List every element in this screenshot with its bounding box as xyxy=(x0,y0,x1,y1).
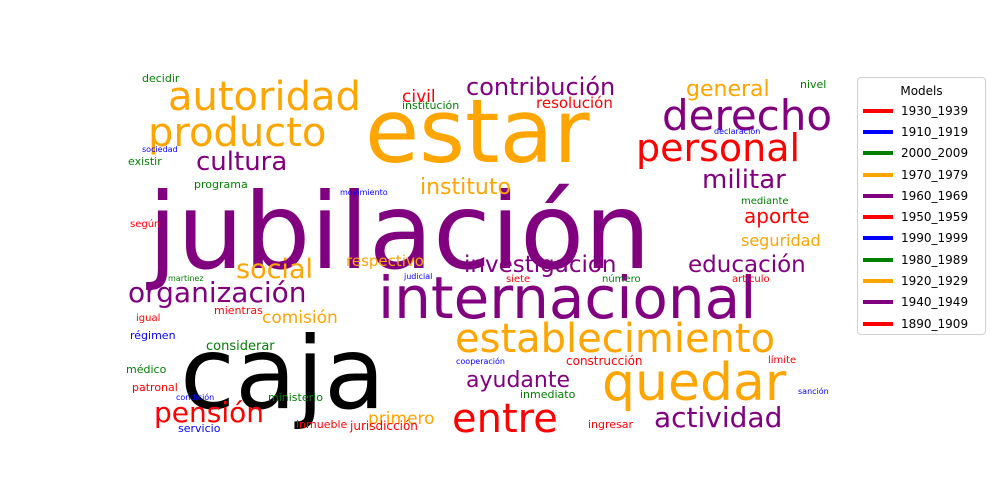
word-martinez: martinez xyxy=(168,274,204,283)
legend-swatch xyxy=(863,321,893,326)
word-construcción: construcción xyxy=(566,354,643,368)
word-según: según xyxy=(130,218,160,230)
legend-label: 2000_2009 xyxy=(901,146,969,161)
word-producto: producto xyxy=(148,110,326,156)
word-servicio: servicio xyxy=(178,422,221,435)
word-ministerio: ministerio xyxy=(268,391,323,404)
word-comisión: comisión xyxy=(262,308,338,328)
word-número: número xyxy=(602,273,641,285)
word-educación: educación xyxy=(688,252,806,278)
legend-entry: 1930_1939 xyxy=(858,100,985,121)
word-establecimiento: establecimiento xyxy=(455,316,775,362)
legend-label: 1960_1969 xyxy=(901,188,969,203)
legend-entry: 2000_2009 xyxy=(858,143,985,164)
word-civil: civil xyxy=(402,87,436,107)
word-primero: primero xyxy=(368,409,435,429)
legend-label: 1940_1949 xyxy=(901,295,969,310)
word-investigación: investigación xyxy=(464,252,617,278)
word-patronal: patronal xyxy=(132,381,178,394)
legend-entry: 1910_1919 xyxy=(858,121,985,142)
legend-entry: 1940_1949 xyxy=(858,292,985,313)
legend-entry: 1890_1909 xyxy=(858,313,985,334)
legend-entry: 1980_1989 xyxy=(858,249,985,270)
legend-label: 1980_1989 xyxy=(901,252,969,267)
word-social: social xyxy=(236,254,313,285)
legend: Models 1930_1939 1910_1919 2000_2009 1970_1… xyxy=(857,77,986,335)
word-decidir: decidir xyxy=(142,72,180,85)
legend-swatch xyxy=(863,129,893,134)
word-militar: militar xyxy=(702,165,786,195)
word-ayudante: ayudante xyxy=(466,368,570,393)
word-quedar: quedar xyxy=(602,353,787,413)
word-personal: personal xyxy=(636,126,800,170)
word-autoridad: autoridad xyxy=(168,74,361,120)
legend-entry: 1950_1959 xyxy=(858,206,985,227)
legend-swatch xyxy=(863,300,893,305)
word-sanción: sanción xyxy=(798,386,829,396)
word-instituto: instituto xyxy=(420,175,511,200)
legend-label: 1950_1959 xyxy=(901,210,969,225)
legend-label: 1910_1919 xyxy=(901,124,969,139)
word-seguridad: seguridad xyxy=(741,231,821,250)
word-institución: institución xyxy=(402,99,459,112)
word-actividad: actividad xyxy=(654,401,782,434)
legend-swatch xyxy=(863,236,893,241)
word-igual: igual xyxy=(136,313,160,324)
word-judicial: judicial xyxy=(403,272,432,281)
word-jurisdicción: jurisdicción xyxy=(349,419,418,433)
word-aporte: aporte xyxy=(744,204,810,228)
word-mediante: mediante xyxy=(741,196,789,207)
word-estar: estar xyxy=(365,80,590,183)
word-caja: caja xyxy=(180,315,385,432)
legend-entry: 1990_1999 xyxy=(858,228,985,249)
word-respectivo: respectivo xyxy=(346,252,424,270)
word-artículo: artículo xyxy=(732,273,770,285)
word-mientras: mientras xyxy=(214,304,263,317)
legend-label: 1930_1939 xyxy=(901,103,969,118)
word-cloud: jubilación caja estar internacional quedares… xyxy=(126,72,832,442)
word-sociedad: sociedad xyxy=(142,145,178,154)
word-inmediato: inmediato xyxy=(520,388,576,401)
word-declaración: declaración xyxy=(714,126,760,136)
word-general: general xyxy=(686,77,770,102)
word-ingresar: ingresar xyxy=(588,418,634,431)
legend-label: 1970_1979 xyxy=(901,167,969,182)
word-siete: siete xyxy=(506,274,530,285)
legend-entry: 1960_1969 xyxy=(858,185,985,206)
legend-swatch xyxy=(863,257,893,262)
legend-label: 1920_1929 xyxy=(901,274,969,289)
word-inmueble: inmueble xyxy=(296,418,348,431)
word-derecho: derecho xyxy=(662,91,832,140)
legend-title: Models xyxy=(900,84,943,98)
word-internacional: internacional xyxy=(378,264,756,332)
word-condición: condición xyxy=(176,392,214,402)
legend-swatch xyxy=(863,172,893,177)
legend-swatch xyxy=(863,151,893,156)
word-jubilación: jubilación xyxy=(146,171,651,293)
word-entre: entre xyxy=(452,396,558,442)
word-cooperación: cooperación xyxy=(456,356,505,366)
legend-swatch xyxy=(863,108,893,113)
word-médico: médico xyxy=(126,363,167,376)
legend-entry: 1920_1929 xyxy=(858,270,985,291)
word-resolución: resolución xyxy=(536,94,613,112)
legend-swatch xyxy=(863,279,893,284)
word-existir: existir xyxy=(128,155,162,168)
legend-entry: 1970_1979 xyxy=(858,164,985,185)
word-considerar: considerar xyxy=(206,339,275,354)
legend-swatch xyxy=(863,215,893,220)
legend-swatch xyxy=(863,193,893,198)
word-programa: programa xyxy=(194,178,248,191)
word-límite: límite xyxy=(768,354,796,366)
word-movimiento: movimiento xyxy=(340,188,388,197)
legend-label: 1890_1909 xyxy=(901,316,969,331)
legend-label: 1990_1999 xyxy=(901,231,969,246)
word-régimen: régimen xyxy=(130,329,176,342)
word-pensión: pensión xyxy=(154,396,264,429)
word-contribución: contribución xyxy=(466,73,615,101)
word-organización: organización xyxy=(128,276,307,309)
word-cultura: cultura xyxy=(196,147,287,177)
word-nivel: nivel xyxy=(800,78,826,91)
